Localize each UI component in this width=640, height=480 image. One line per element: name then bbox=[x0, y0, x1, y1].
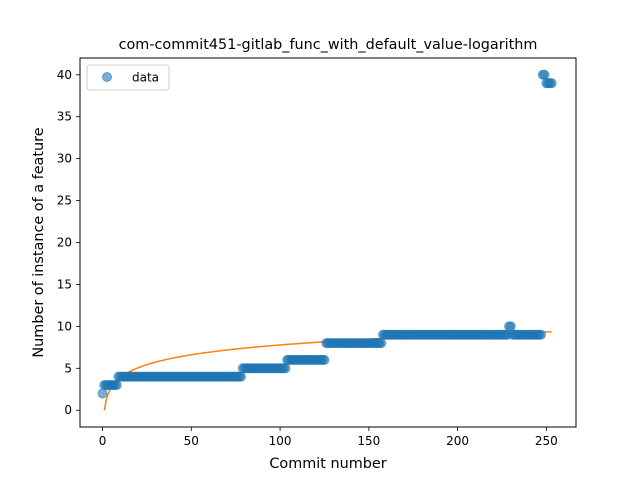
y-tick-label: 35 bbox=[57, 110, 72, 124]
y-tick-label: 0 bbox=[64, 403, 72, 417]
plot-area bbox=[79, 57, 577, 428]
y-tick-label: 5 bbox=[64, 361, 72, 375]
x-axis-label: Commit number bbox=[269, 456, 386, 472]
x-tick-label: 0 bbox=[99, 434, 107, 448]
x-tick-label: 200 bbox=[446, 434, 469, 448]
x-tick-label: 100 bbox=[269, 434, 292, 448]
points-layer bbox=[97, 69, 557, 399]
legend-marker-data bbox=[102, 72, 112, 82]
y-tick-label: 30 bbox=[57, 152, 72, 166]
data-point bbox=[505, 321, 516, 332]
data-point bbox=[319, 354, 330, 365]
y-tick-label: 25 bbox=[57, 194, 72, 208]
x-tick-label: 250 bbox=[535, 434, 558, 448]
data-point bbox=[536, 329, 547, 340]
y-tick-label: 20 bbox=[57, 236, 72, 250]
data-point bbox=[539, 69, 550, 80]
y-tick-label: 15 bbox=[57, 277, 72, 291]
y-axis: 0 5 10 15 20 25 30 35 40 bbox=[57, 68, 80, 417]
x-tick-label: 150 bbox=[357, 434, 380, 448]
data-point bbox=[376, 338, 387, 349]
data-point bbox=[111, 380, 122, 391]
data-point bbox=[236, 371, 247, 382]
y-tick-label: 40 bbox=[57, 68, 72, 82]
legend-label-data: data bbox=[132, 71, 159, 85]
chart-title: com-commit451-gitlab_func_with_default_v… bbox=[119, 37, 538, 53]
data-point bbox=[97, 388, 108, 399]
x-axis: 0 50 100 150 200 250 bbox=[99, 427, 558, 448]
data-point bbox=[280, 363, 291, 374]
legend-box bbox=[86, 64, 170, 91]
x-tick-label: 50 bbox=[184, 434, 199, 448]
y-tick-label: 10 bbox=[57, 319, 72, 333]
legend: data bbox=[86, 64, 170, 91]
data-point bbox=[546, 78, 557, 89]
y-axis-label: Number of instance of a feature bbox=[31, 127, 47, 357]
